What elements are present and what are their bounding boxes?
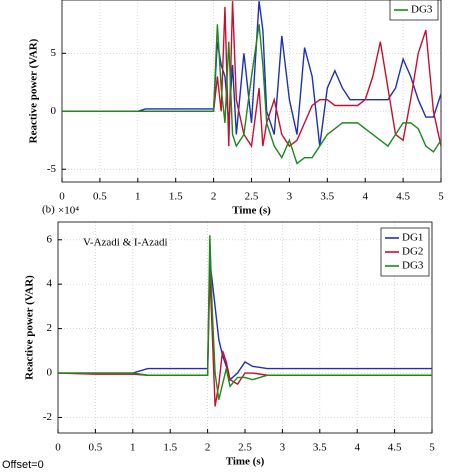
x-axis-label: Time (s) [226,456,265,468]
series-line [62,1,441,149]
x-tick-label: 0.5 [89,442,103,454]
x-tick-label: 4.5 [388,442,402,454]
x-tick-label: 0.5 [93,191,107,203]
y-axis-label: Reactive power (VAR) [28,38,40,143]
x-tick-label: 3 [280,442,286,454]
x-tick-label: 5 [438,191,444,203]
x-tick-label: 1 [130,442,136,454]
axis-multiplier: ×10⁴ [58,205,79,217]
plot-frame [61,0,442,183]
y-tick-label: 6 [47,233,53,245]
y-axis-label: Reactive power (VAR) [24,275,36,380]
x-tick-label: 3.5 [320,191,334,203]
series-line [58,235,432,400]
series-line [62,24,441,165]
legend-label: DG3 [411,4,433,16]
x-tick-label: 2 [205,442,211,454]
y-tick-label: 4 [47,278,53,290]
plot-frame [57,221,433,434]
x-tick-label: 5 [429,442,435,454]
y-tick-label: -5 [47,163,57,175]
y-tick-label: 0 [47,367,53,379]
legend-box [389,0,439,21]
x-tick-label: 1 [135,191,141,203]
x-tick-label: 1.5 [169,191,183,203]
y-tick-label: 5 [51,47,57,59]
legend-label: DG2 [402,246,423,258]
x-tick-label: 0 [55,442,61,454]
x-axis-label: Time (s) [232,205,271,217]
note: Offset=0 [2,459,44,471]
x-tick-label: 0 [59,191,65,203]
x-tick-label: 3.5 [313,442,327,454]
x-tick-label: 3 [287,191,293,203]
legend-label: DG1 [402,232,423,244]
x-tick-label: 2.5 [245,191,259,203]
x-tick-label: 2.5 [238,442,252,454]
y-tick-label: -2 [43,411,52,423]
x-tick-label: 2 [211,191,217,203]
x-tick-label: 4 [362,191,368,203]
y-tick-label: 2 [47,322,53,334]
x-tick-label: 1.5 [163,442,177,454]
series-line [58,261,432,381]
x-tick-label: 4.5 [396,191,410,203]
panel-label: (b) [42,204,55,216]
x-tick-label: 4 [354,442,360,454]
annotation: V-Azadi & I-Azadi [83,237,168,249]
legend-label: DG3 [402,260,424,272]
y-tick-label: 0 [51,105,57,117]
